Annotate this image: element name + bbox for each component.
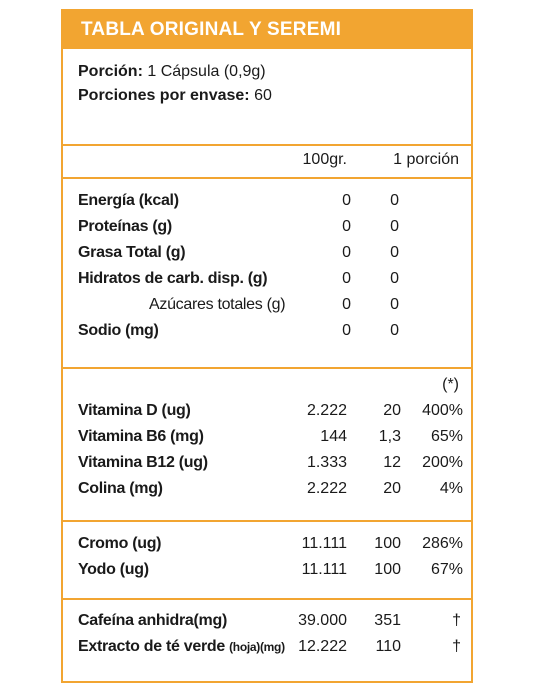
nutrient-name: Yodo (ug): [78, 561, 149, 578]
value-per100: 2.222: [306, 402, 347, 419]
table-row: Energía (kcal) 0 0: [63, 192, 471, 218]
nutrient-name-main: Extracto de té verde: [78, 638, 230, 655]
value-per100: 12.222: [298, 638, 347, 655]
column-header: 100gr. 1 porción: [63, 151, 471, 177]
value-pct: 200%: [422, 454, 463, 471]
value-per100: 0: [342, 270, 351, 287]
value-per-portion: 0: [390, 192, 399, 209]
nutrient-name: Cafeína anhidra(mg): [78, 612, 227, 630]
value-per-portion: 0: [390, 322, 399, 339]
table-row: Hidratos de carb. disp. (g) 0 0: [63, 270, 471, 296]
nutrient-name: Azúcares totales (g): [149, 296, 286, 313]
nutrient-name: Extracto de té verde (hoja)(mg): [78, 638, 285, 656]
value-per-portion: 100: [374, 535, 401, 552]
value-per100: 39.000: [298, 612, 347, 629]
table-row: Vitamina D (ug) 2.222 20 400%: [63, 402, 471, 428]
table-row: Cafeína anhidra(mg) 39.000 351 †: [63, 612, 471, 638]
value-pct: 67%: [430, 561, 463, 578]
divider: [63, 598, 471, 600]
table-row: Azúcares totales (g) 0 0: [63, 296, 471, 322]
column-header-per100: 100gr.: [302, 151, 347, 168]
value-per-portion: 12: [383, 454, 401, 471]
value-pct: 4%: [439, 480, 463, 497]
table-row: Vitamina B6 (mg) 144 1,3 65%: [63, 428, 471, 454]
nutrient-name: Cromo (ug): [78, 535, 162, 552]
value-pct: 286%: [422, 535, 463, 552]
value-pct: †: [452, 612, 461, 629]
nutrient-name-suffix: (hoja)(mg): [229, 640, 285, 654]
nutrient-name: Sodio (mg): [78, 322, 159, 339]
divider: [63, 144, 471, 146]
table-row: Yodo (ug) 11.111 100 67%: [63, 561, 471, 587]
table-row: Vitamina B12 (ug) 1.333 12 200%: [63, 454, 471, 480]
column-header-pct: (*): [63, 376, 471, 402]
value-per-portion: 100: [374, 561, 401, 578]
value-per-portion: 0: [390, 296, 399, 313]
nutrition-label: TABLA ORIGINAL Y SEREMI Porción: 1 Cápsu…: [61, 9, 473, 683]
value-per100: 0: [342, 218, 351, 235]
table-row: Grasa Total (g) 0 0: [63, 244, 471, 270]
value-per-portion: 0: [390, 218, 399, 235]
nutrient-name-main: Cafeína anhidra(mg): [78, 612, 227, 629]
nutrient-name: Energía (kcal): [78, 192, 179, 209]
value-per100: 0: [342, 192, 351, 209]
value-per-portion: 351: [374, 612, 401, 629]
value-per-portion: 20: [383, 480, 401, 497]
table-row: Extracto de té verde (hoja)(mg) 12.222 1…: [63, 638, 471, 664]
value-pct: 65%: [430, 428, 463, 445]
servings-per-container-value: 60: [254, 87, 272, 104]
value-per-portion: 1,3: [378, 428, 401, 445]
value-per100: 144: [320, 428, 347, 445]
value-per100: 11.111: [301, 535, 347, 552]
table-row: Cromo (ug) 11.111 100 286%: [63, 535, 471, 561]
nutrient-name: Hidratos de carb. disp. (g): [78, 270, 268, 287]
serving-size: Porción: 1 Cápsula (0,9g): [78, 63, 266, 81]
servings-per-container-label: Porciones por envase:: [78, 87, 250, 104]
value-per-portion: 20: [383, 402, 401, 419]
value-per100: 2.222: [306, 480, 347, 497]
value-per100: 1.333: [306, 454, 347, 471]
value-pct: †: [452, 638, 461, 655]
nutrient-name: Vitamina B6 (mg): [78, 428, 204, 445]
nutrient-name: Proteínas (g): [78, 218, 172, 235]
pct-daily-value-header: (*): [442, 376, 459, 393]
nutrient-name: Colina (mg): [78, 480, 163, 497]
value-per-portion: 0: [390, 270, 399, 287]
nutrient-name: Vitamina B12 (ug): [78, 454, 208, 471]
servings-per-container: Porciones por envase: 60: [78, 87, 272, 105]
value-per100: 11.111: [301, 561, 347, 578]
divider: [63, 177, 471, 179]
serving-size-label: Porción:: [78, 63, 143, 80]
label-title: TABLA ORIGINAL Y SEREMI: [63, 11, 471, 49]
serving-size-value: 1 Cápsula (0,9g): [147, 63, 266, 80]
divider: [63, 367, 471, 369]
value-per100: 0: [342, 244, 351, 261]
column-header-per-portion: 1 porción: [393, 151, 459, 168]
table-row: Colina (mg) 2.222 20 4%: [63, 480, 471, 506]
value-per-portion: 110: [375, 638, 401, 655]
table-row: Sodio (mg) 0 0: [63, 322, 471, 348]
divider: [63, 520, 471, 522]
nutrient-name: Vitamina D (ug): [78, 402, 191, 419]
nutrient-name: Grasa Total (g): [78, 244, 186, 261]
value-per100: 0: [342, 322, 351, 339]
value-per-portion: 0: [390, 244, 399, 261]
value-pct: 400%: [422, 402, 463, 419]
table-row: Proteínas (g) 0 0: [63, 218, 471, 244]
value-per100: 0: [342, 296, 351, 313]
